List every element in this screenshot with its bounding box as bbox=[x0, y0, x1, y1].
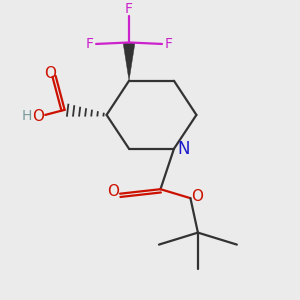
Text: O: O bbox=[191, 189, 203, 204]
Text: N: N bbox=[177, 140, 190, 158]
Text: O: O bbox=[107, 184, 119, 199]
Text: F: F bbox=[165, 37, 172, 51]
Text: O: O bbox=[32, 109, 44, 124]
Polygon shape bbox=[123, 43, 135, 81]
Text: F: F bbox=[125, 2, 133, 16]
Text: H: H bbox=[22, 109, 32, 122]
Text: F: F bbox=[85, 37, 94, 51]
Text: O: O bbox=[44, 65, 56, 80]
